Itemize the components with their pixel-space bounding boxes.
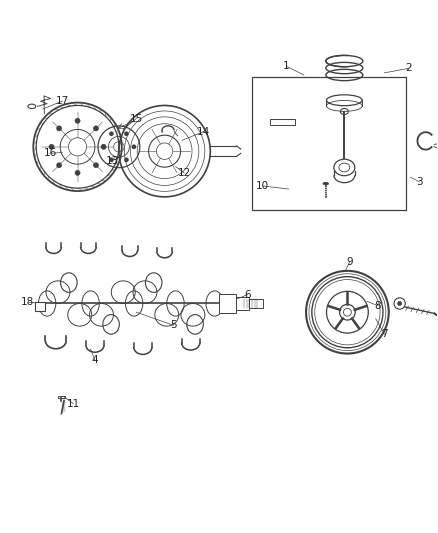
Circle shape	[57, 126, 62, 131]
Text: 16: 16	[43, 148, 57, 158]
Circle shape	[109, 158, 113, 162]
Text: 3: 3	[416, 176, 423, 187]
Bar	[270, 119, 295, 125]
Circle shape	[109, 132, 113, 136]
Circle shape	[124, 158, 129, 162]
Circle shape	[93, 163, 99, 168]
Ellipse shape	[323, 182, 328, 185]
Circle shape	[57, 163, 62, 168]
Text: 1: 1	[283, 61, 290, 71]
Bar	[252, 77, 406, 210]
Text: 6: 6	[244, 290, 251, 300]
Text: 17: 17	[56, 96, 69, 106]
Text: 10: 10	[256, 181, 269, 191]
Text: 14: 14	[197, 126, 210, 136]
Circle shape	[93, 126, 99, 131]
Circle shape	[49, 144, 54, 149]
Bar	[237, 296, 250, 310]
Circle shape	[75, 170, 80, 175]
Circle shape	[124, 132, 129, 136]
Text: 9: 9	[346, 257, 353, 267]
Bar	[250, 299, 262, 308]
Bar	[35, 302, 45, 311]
Text: 13: 13	[106, 156, 119, 166]
Circle shape	[101, 144, 106, 149]
Text: 7: 7	[381, 329, 388, 339]
Text: 15: 15	[130, 114, 143, 124]
Circle shape	[132, 144, 136, 149]
Text: 12: 12	[177, 168, 191, 178]
Text: 2: 2	[405, 63, 412, 74]
Bar	[219, 294, 237, 313]
Text: 5: 5	[170, 320, 177, 330]
Circle shape	[102, 144, 106, 149]
Bar	[58, 396, 65, 398]
Circle shape	[397, 301, 402, 305]
Text: 8: 8	[374, 301, 381, 311]
Circle shape	[75, 118, 80, 123]
Text: 11: 11	[67, 399, 80, 409]
Text: 4: 4	[92, 355, 98, 365]
Text: 18: 18	[21, 297, 34, 307]
Circle shape	[394, 298, 405, 309]
